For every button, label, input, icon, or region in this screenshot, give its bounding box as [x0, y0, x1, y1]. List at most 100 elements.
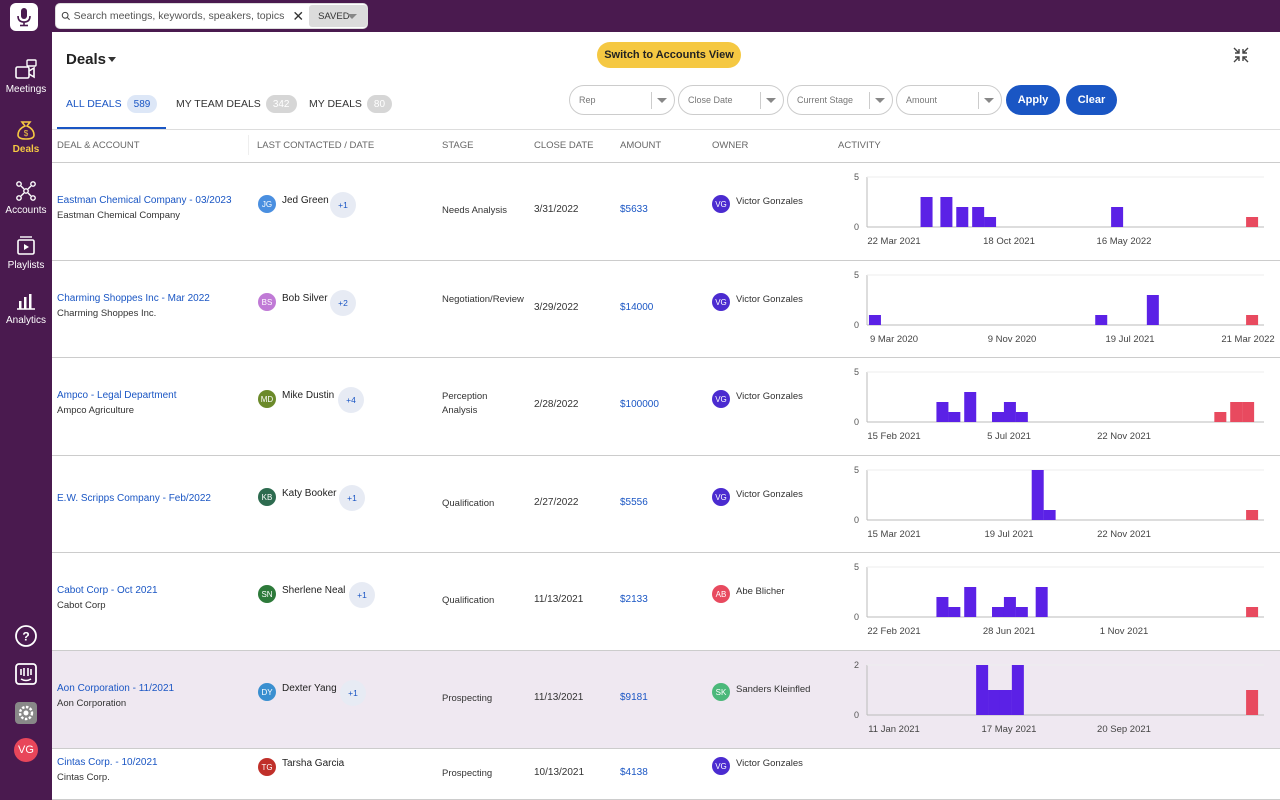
deal-link[interactable]: Cintas Corp. - 10/2021 [57, 757, 158, 768]
activity-bar [956, 207, 969, 227]
column-header-last-contacted[interactable]: LAST CONTACTED / DATE [257, 140, 375, 151]
deal-link[interactable]: Cabot Corp - Oct 2021 [57, 585, 158, 596]
contact-name[interactable]: Katy Booker [282, 488, 337, 499]
app-logo[interactable] [10, 3, 38, 31]
filter-close-date[interactable]: Close Date [678, 85, 784, 115]
sidebar-item-playlists[interactable]: Playlists [0, 234, 52, 271]
playlist-icon [17, 236, 35, 255]
help-icon[interactable]: ? [13, 623, 39, 649]
page-title[interactable]: Deals [66, 51, 107, 68]
avatar: BS [258, 293, 276, 311]
clear-button[interactable]: Clear [1066, 85, 1117, 115]
table-row[interactable]: Cintas Corp. - 10/2021 Cintas Corp. TG Tars… [52, 749, 1280, 800]
avatar: DY [258, 683, 276, 701]
column-header-activity[interactable]: ACTIVITY [838, 140, 881, 151]
collapse-icon[interactable] [1232, 46, 1250, 64]
account-name: Cabot Corp [57, 600, 106, 611]
activity-chart[interactable]: 5 0 22 Feb 2021 28 Jun 2021 1 Nov 2021 [832, 561, 1280, 641]
analytics-icon [17, 294, 35, 310]
owner-name[interactable]: Victor Gonzales [736, 294, 803, 305]
tab-all-deals[interactable]: ALL DEALS 589 [66, 95, 158, 113]
gear-icon[interactable] [13, 700, 39, 726]
column-header-deal[interactable]: DEAL & ACCOUNT [57, 140, 140, 151]
deal-link[interactable]: Charming Shoppes Inc - Mar 2022 [57, 293, 210, 304]
chevron-down-icon [984, 98, 994, 103]
contact-name[interactable]: Tarsha Garcia [282, 758, 345, 769]
table-row[interactable]: Cabot Corp - Oct 2021 Cabot Corp SN Sherlen… [52, 553, 1280, 651]
search-input[interactable]: Search meetings, keywords, speakers, top… [73, 10, 285, 22]
more-contacts-badge[interactable]: +1 [339, 485, 365, 511]
sidebar-item-meetings[interactable]: Meetings [0, 58, 52, 95]
contact-name[interactable]: Sherlene Neal [282, 585, 346, 596]
activity-chart[interactable]: 5 0 9 Mar 2020 9 Nov 2020 19 Jul 2021 21 Mar … [832, 269, 1280, 349]
intercom-icon[interactable] [13, 661, 39, 687]
column-header-close-date[interactable]: CLOSE DATE [534, 140, 594, 151]
stage-label: Prospecting [442, 768, 493, 779]
chart-x-label: 19 Jul 2021 [1105, 334, 1154, 345]
tab-count: 589 [126, 95, 158, 113]
switch-view-button[interactable]: Switch to Accounts View [597, 42, 741, 68]
avatar: VG [712, 195, 730, 213]
owner-name[interactable]: Sanders Kleinfled [736, 684, 811, 695]
activity-bar [936, 597, 949, 617]
deal-link[interactable]: E.W. Scripps Company - Feb/2022 [57, 493, 211, 504]
more-contacts-badge[interactable]: +4 [338, 387, 364, 413]
sidebar-item-accounts[interactable]: Accounts [0, 179, 52, 216]
apply-button[interactable]: Apply [1006, 85, 1060, 115]
activity-bar [1043, 510, 1056, 520]
table-row[interactable]: Charming Shoppes Inc - Mar 2022 Charming … [52, 261, 1280, 358]
more-contacts-badge[interactable]: +1 [349, 582, 375, 608]
amount: $100000 [620, 399, 659, 410]
sidebar-item-analytics[interactable]: Analytics [0, 289, 52, 326]
column-header-owner[interactable]: OWNER [712, 140, 749, 151]
chevron-down-icon[interactable] [108, 57, 116, 62]
contact-name[interactable]: Mike Dustin [282, 390, 335, 401]
activity-bar [936, 402, 949, 422]
deal-link[interactable]: Eastman Chemical Company - 03/2023 [57, 195, 232, 206]
contact-name[interactable]: Bob Silver [282, 293, 328, 304]
chart-x-label: 22 Nov 2021 [1097, 431, 1151, 442]
user-avatar[interactable]: VG [13, 737, 39, 763]
table-row[interactable]: Ampco - Legal Department Ampco Agricultur… [52, 358, 1280, 456]
owner-name[interactable]: Victor Gonzales [736, 489, 803, 500]
activity-bar [1031, 470, 1044, 520]
activity-bar [964, 587, 977, 617]
divider [52, 129, 1280, 130]
table-row[interactable]: Eastman Chemical Company - 03/2023 Eastma… [52, 163, 1280, 261]
column-header-amount[interactable]: AMOUNT [620, 140, 662, 151]
column-header-stage[interactable]: STAGE [442, 140, 474, 151]
activity-chart[interactable]: 5 0 15 Feb 2021 5 Jul 2021 22 Nov 2021 [832, 366, 1280, 446]
table-row[interactable]: E.W. Scripps Company - Feb/2022 KB Katy Bo… [52, 456, 1280, 553]
tab-count: 342 [265, 95, 297, 113]
activity-chart[interactable]: 2 0 11 Jan 2021 17 May 2021 20 Sep 2021 [832, 659, 1280, 739]
tab-label: ALL DEALS [66, 98, 122, 110]
more-contacts-badge[interactable]: +1 [340, 680, 366, 706]
close-icon[interactable]: ✕ [292, 7, 305, 24]
more-contacts-badge[interactable]: +1 [330, 192, 356, 218]
filter-placeholder: Amount [906, 95, 938, 105]
filter-rep[interactable]: Rep [569, 85, 675, 115]
saved-dropdown[interactable]: SAVED [309, 5, 367, 27]
tab-my-deals[interactable]: MY DEALS 80 [309, 95, 393, 113]
table-row[interactable]: Aon Corporation - 11/2021 Aon Corporation… [52, 651, 1280, 749]
owner-name[interactable]: Abe Blicher [736, 586, 785, 597]
owner-name[interactable]: Victor Gonzales [736, 758, 803, 769]
top-bar: Search meetings, keywords, speakers, top… [0, 0, 1280, 32]
contact-name[interactable]: Dexter Yang [282, 683, 337, 694]
avatar: VG [712, 293, 730, 311]
more-contacts-badge[interactable]: +2 [330, 290, 356, 316]
chart-x-label: 17 May 2021 [982, 724, 1037, 735]
filter-placeholder: Close Date [688, 95, 733, 105]
tab-my-team-deals[interactable]: MY TEAM DEALS 342 [176, 95, 297, 113]
search-bar[interactable]: Search meetings, keywords, speakers, top… [55, 3, 368, 29]
filter-current-stage[interactable]: Current Stage [787, 85, 893, 115]
deal-link[interactable]: Ampco - Legal Department [57, 390, 177, 401]
sidebar-item-deals[interactable]: $ Deals [0, 118, 52, 155]
contact-name[interactable]: Jed Green [282, 195, 329, 206]
deal-link[interactable]: Aon Corporation - 11/2021 [57, 683, 175, 694]
activity-chart[interactable]: 5 0 15 Mar 2021 19 Jul 2021 22 Nov 2021 [832, 464, 1280, 544]
activity-chart[interactable]: 5 0 22 Mar 2021 18 Oct 2021 16 May 2022 [832, 171, 1280, 251]
owner-name[interactable]: Victor Gonzales [736, 196, 803, 207]
owner-name[interactable]: Victor Gonzales [736, 391, 803, 402]
filter-amount[interactable]: Amount [896, 85, 1002, 115]
